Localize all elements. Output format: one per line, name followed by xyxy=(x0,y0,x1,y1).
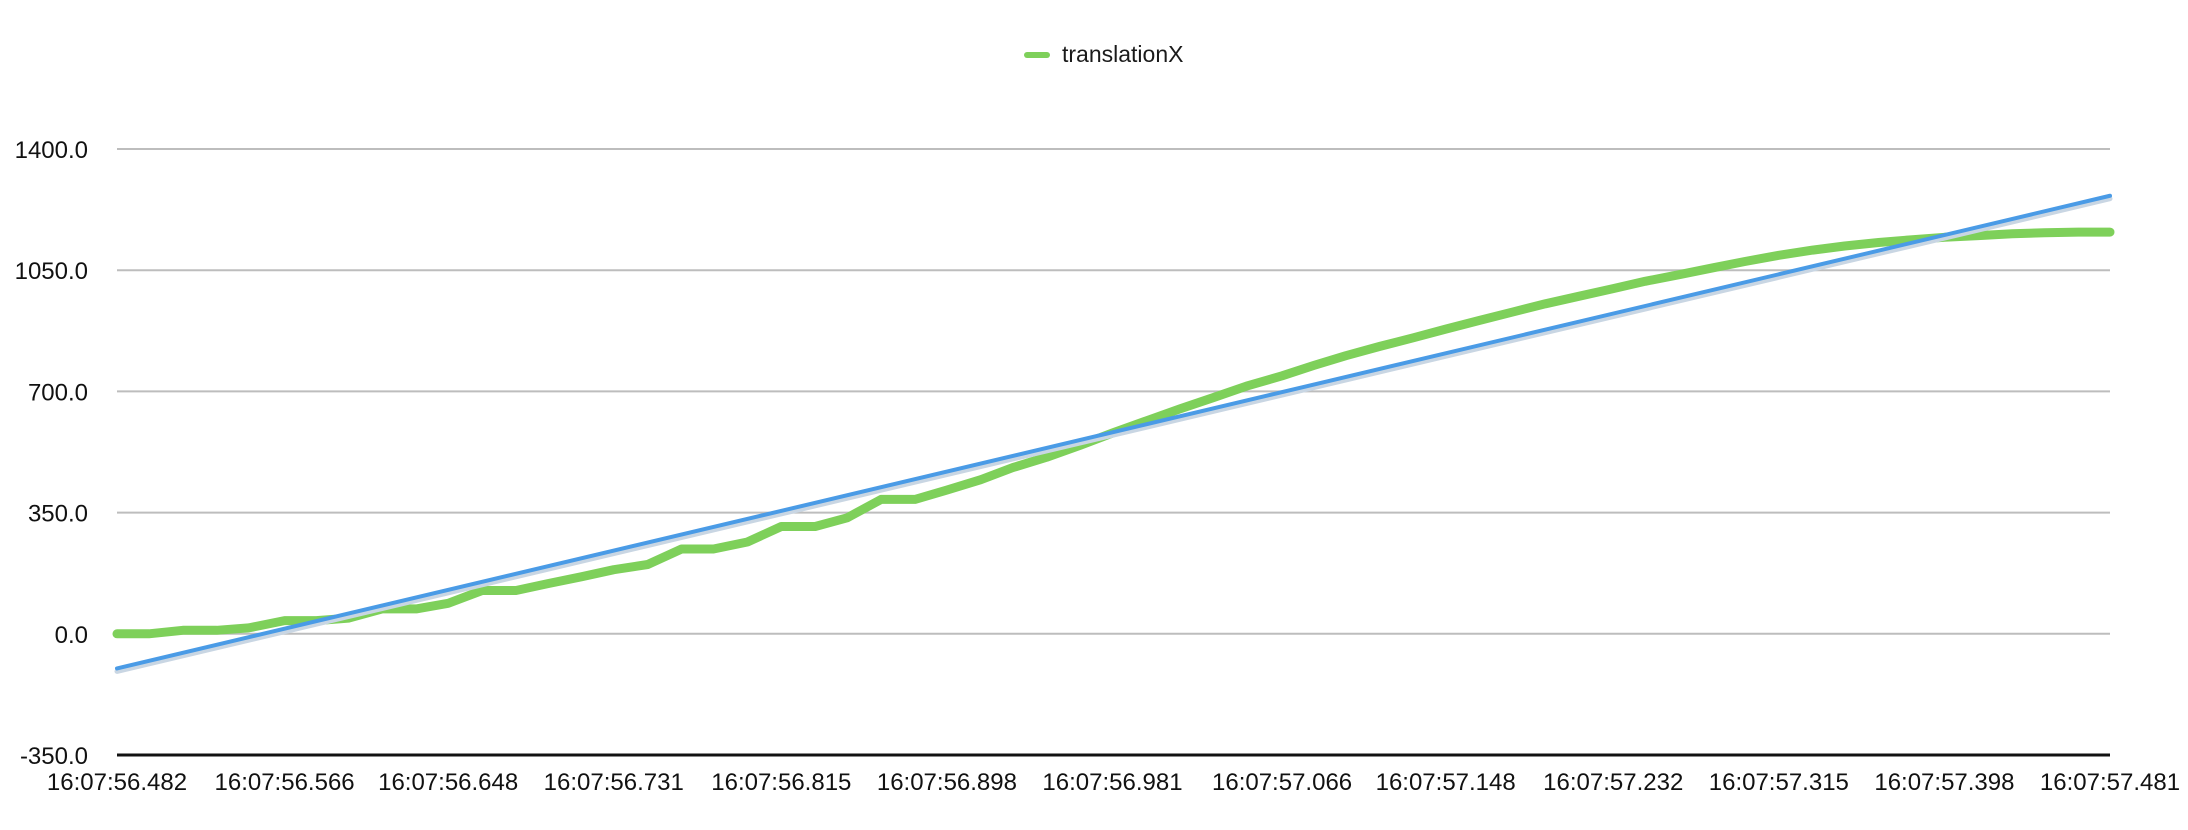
y-tick-label: 0.0 xyxy=(55,622,88,649)
x-tick-label: 16:07:56.482 xyxy=(47,769,187,796)
x-tick-label: 16:07:57.148 xyxy=(1376,769,1516,796)
x-tick-label: 16:07:57.232 xyxy=(1543,769,1683,796)
trendline-shadow xyxy=(114,196,2113,674)
x-tick-label: 16:07:57.066 xyxy=(1212,769,1352,796)
y-tick-label: -350.0 xyxy=(20,743,88,770)
y-tick-label: 1050.0 xyxy=(15,258,88,285)
x-tick-label: 16:07:56.898 xyxy=(877,769,1017,796)
legend: translationX xyxy=(1024,41,1183,68)
y-tick-label: 350.0 xyxy=(28,501,88,528)
legend-label: translationX xyxy=(1062,41,1184,67)
trendline xyxy=(115,193,2112,671)
x-tick-label: 16:07:56.566 xyxy=(215,769,355,796)
x-tick-label: 16:07:56.648 xyxy=(378,769,518,796)
x-tick-label: 16:07:56.731 xyxy=(544,769,684,796)
x-tick-label: 16:07:57.398 xyxy=(1874,769,2014,796)
x-tick-label: 16:07:57.481 xyxy=(2040,769,2180,796)
x-tick-label: 16:07:57.315 xyxy=(1709,769,1849,796)
y-tick-label: 700.0 xyxy=(28,379,88,406)
legend-swatch-translationx xyxy=(1024,51,1050,58)
x-tick-label: 16:07:56.981 xyxy=(1042,769,1182,796)
x-tick-label: 16:07:56.815 xyxy=(711,769,851,796)
y-tick-label: 1400.0 xyxy=(15,137,88,164)
